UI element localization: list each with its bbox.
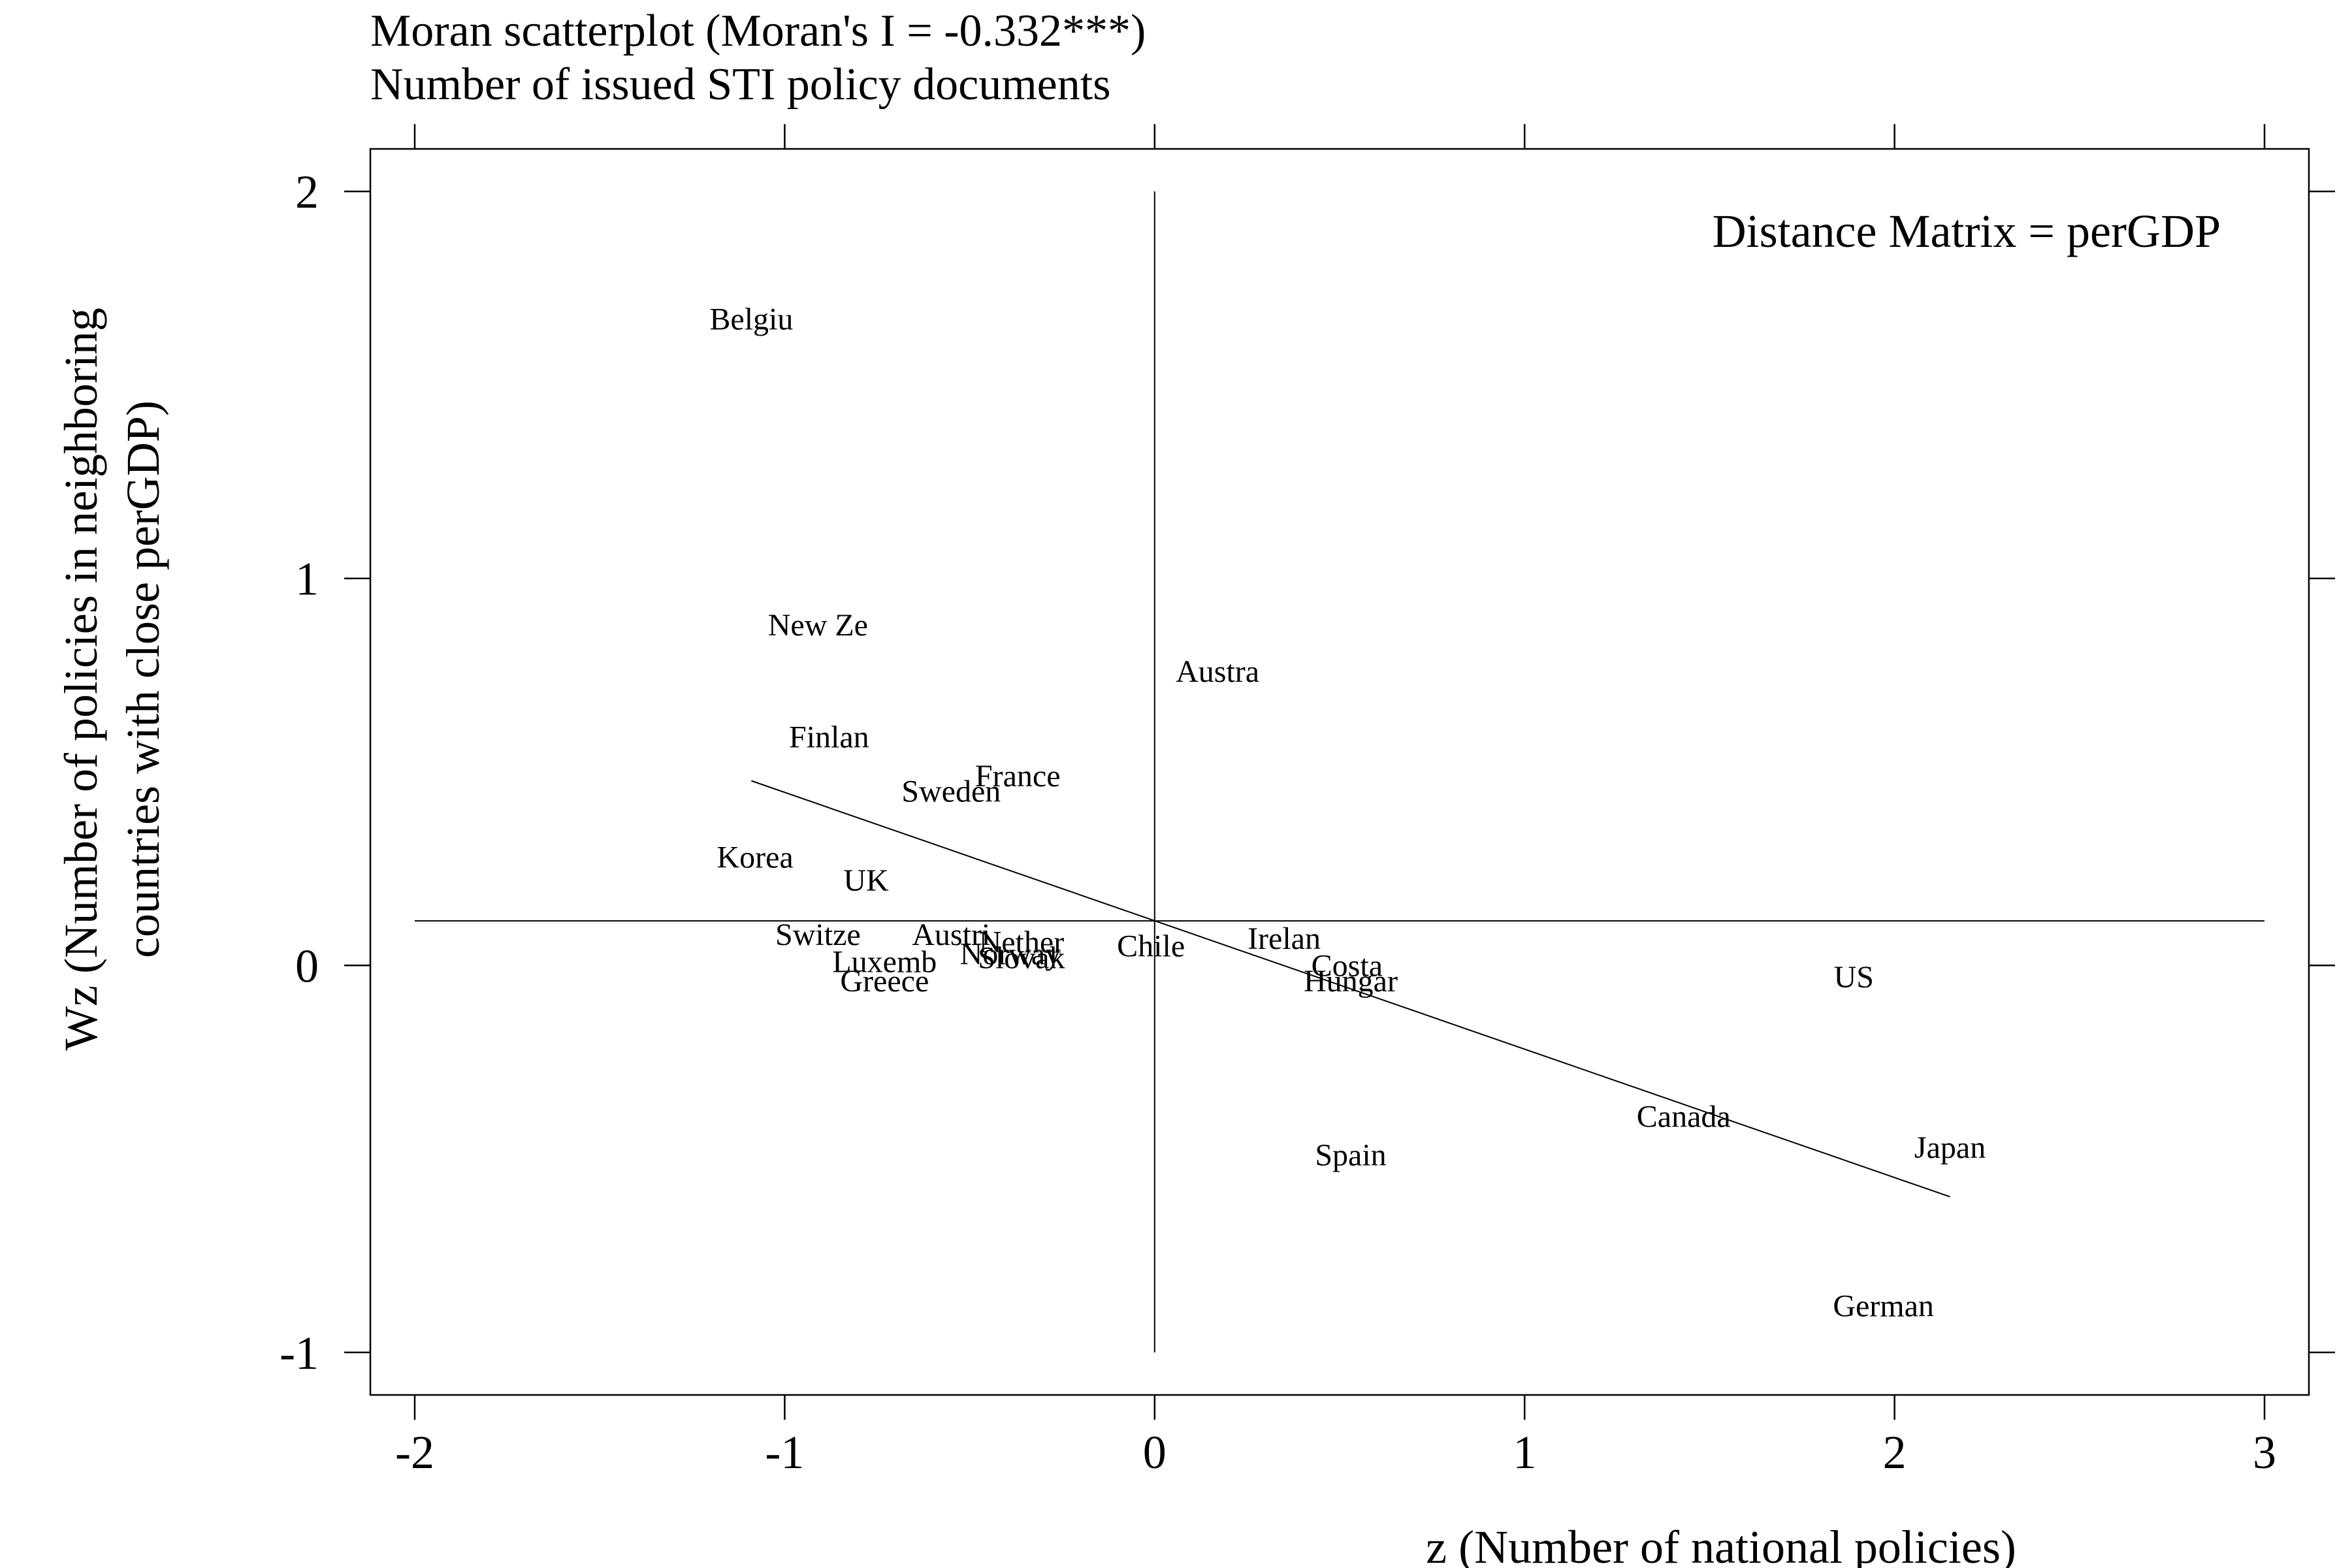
point-label-norway: Norway	[960, 936, 1061, 971]
x-tick-label: 3	[2253, 1426, 2276, 1479]
point-label-spain: Spain	[1315, 1138, 1386, 1173]
y-tick-label: 0	[295, 940, 319, 992]
y-tick-label: 2	[295, 166, 319, 218]
point-label-german: German	[1833, 1289, 1934, 1324]
plot-frame	[369, 148, 2310, 1396]
x-tick-label: -1	[765, 1426, 804, 1479]
point-label-belgiu: Belgiu	[709, 302, 793, 337]
point-label-hungar: Hungar	[1304, 964, 1398, 999]
point-label-luxemb: Luxemb	[832, 944, 937, 979]
point-label-canada: Canada	[1637, 1099, 1731, 1134]
point-label-greece: Greece	[840, 964, 929, 999]
point-label-us: US	[1834, 960, 1874, 995]
y-axis-ticks: -1 0 1 2	[280, 166, 2335, 1379]
x-tick-label: 0	[1143, 1426, 1167, 1479]
point-label-irelan: Irelan	[1248, 921, 1321, 956]
regression-line	[751, 780, 1950, 1198]
y-axis-title-line2: countries with close perGDP)	[117, 400, 169, 958]
point-label-sweden: Sweden	[901, 775, 1001, 809]
x-tick-label: 2	[1883, 1426, 1907, 1479]
point-label-switze: Switze	[775, 918, 861, 952]
chart-subtitle: Number of issued STI policy documents	[370, 59, 1110, 110]
point-label-finlan: Finlan	[789, 720, 869, 755]
point-label-france: France	[975, 759, 1061, 793]
point-label-austra: Austra	[1176, 654, 1259, 689]
x-tick-label: 1	[1513, 1426, 1536, 1479]
point-label-nether: Nether	[979, 925, 1065, 960]
x-axis-title: z (Number of national policies)	[1426, 1521, 2016, 1568]
point-label-korea: Korea	[717, 840, 793, 874]
point-label-chile: Chile	[1117, 929, 1185, 964]
x-axis-ticks: -2 -1 0 1 2 3	[395, 124, 2276, 1479]
point-label-costa: Costa	[1312, 948, 1383, 983]
distance-matrix-annotation: Distance Matrix = perGDP	[1713, 205, 2221, 257]
x-tick-label: -2	[395, 1426, 434, 1479]
y-tick-label: 1	[295, 553, 319, 605]
point-label-uk: UK	[843, 863, 889, 898]
y-tick-label: -1	[280, 1327, 319, 1379]
y-axis-title-line1: Wz (Number of policies in neighboring	[55, 308, 107, 1051]
chart-title: Moran scatterplot (Moran's I = -0.332***…	[370, 6, 1146, 56]
point-label-austri: Austri	[912, 918, 990, 952]
point-label-slovak: Slovak	[978, 940, 1065, 975]
point-label-new-ze: New Ze	[768, 608, 868, 643]
point-label-japan: Japan	[1914, 1130, 1986, 1165]
